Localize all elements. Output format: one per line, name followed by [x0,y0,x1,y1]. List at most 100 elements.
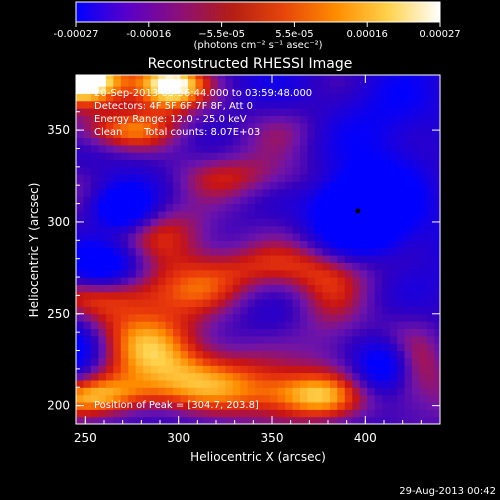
heatmap-cell [105,86,114,94]
heatmap-cell [337,372,346,381]
heatmap-cell [98,284,107,293]
heatmap-cell [404,78,413,87]
heatmap-cell [367,233,376,241]
heatmap-cell [202,255,211,263]
heatmap-cell [210,306,219,315]
heatmap-cell [120,240,129,249]
heatmap-cell [173,181,182,190]
heatmap-cell [105,409,114,418]
heatmap-cell [404,299,413,307]
heatmap-cell [255,343,264,352]
heatmap-cell [232,196,241,205]
heatmap-cell [135,328,144,337]
heatmap-cell [307,100,316,109]
heatmap-cell [135,166,144,175]
heatmap-cell [247,365,256,374]
heatmap-cell [255,78,264,87]
heatmap-cell [90,306,99,315]
heatmap-cell [180,277,189,285]
heatmap-cell [150,144,159,153]
heatmap-cell [76,130,85,138]
heatmap-cell [255,291,264,300]
heatmap-cell [255,137,264,146]
heatmap-cell [426,343,435,352]
heatmap-cell [292,394,301,403]
heatmap-cell [188,100,197,109]
heatmap-cell [426,203,435,212]
heatmap-cell [389,394,398,403]
heatmap-cell [285,203,294,212]
heatmap-cell [404,255,413,263]
heatmap-cell [367,350,376,359]
heatmap-cell [367,86,376,94]
heatmap-cell [202,240,211,249]
heatmap-cell [158,115,167,124]
heatmap-cell [202,284,211,293]
heatmap-cell [135,284,144,293]
heatmap-cell [202,269,211,278]
heatmap-cell [232,86,241,94]
footer-date: 29-Aug-2013 00:42 [399,486,496,497]
heatmap-cell [173,225,182,234]
heatmap-cell [83,357,92,366]
heatmap-cell [382,181,391,190]
heatmap-cell [322,78,331,87]
heatmap-cell [337,306,346,315]
heatmap-cell [83,394,92,403]
heatmap-cell [180,255,189,263]
heatmap-cell [337,343,346,352]
heatmap-cell [382,203,391,212]
heatmap-cell [412,372,421,381]
heatmap-cell [434,409,440,418]
heatmap-cell [255,144,264,153]
heatmap-cell [337,122,346,131]
heatmap-cell [314,387,323,396]
heatmap-cell [419,335,428,344]
heatmap-cell [76,262,85,271]
heatmap-cell [412,255,421,263]
heatmap-cell [337,277,346,285]
heatmap-cell [113,306,122,315]
heatmap-cell [232,108,241,116]
heatmap-cell [359,115,368,124]
heatmap-cell [76,321,85,329]
heatmap-cell [76,284,85,293]
heatmap-cell [285,357,294,366]
heatmap-cell [158,416,167,424]
heatmap-cell [173,137,182,146]
heatmap-cell [419,387,428,396]
heatmap-cell [277,108,286,116]
heatmap-cell [210,365,219,374]
heatmap-cell [90,166,99,175]
heatmap-cell [352,269,361,278]
heatmap-cell [158,86,167,94]
heatmap-cell [434,86,440,94]
heatmap-cell [270,122,279,131]
heatmap-cell [120,321,129,329]
heatmap-cell [113,416,122,424]
heatmap-cell [135,196,144,205]
heatmap-cell [232,299,241,307]
heatmap-cell [404,100,413,109]
heatmap-cell [128,409,137,418]
heatmap-cell [120,416,129,424]
heatmap-cell [374,210,383,219]
heatmap-cell [90,357,99,366]
heatmap-cell [389,372,398,381]
heatmap-cell [180,372,189,381]
heatmap-cell [165,108,174,116]
heatmap-cell [412,75,421,80]
heatmap-cell [135,313,144,322]
heatmap-cell [367,365,376,374]
heatmap-cell [300,218,309,227]
heatmap-cell [285,75,294,80]
heatmap-cell [247,86,256,94]
heatmap-cell [247,159,256,168]
heatmap-cell [98,159,107,168]
heatmap-cell [337,262,346,271]
heatmap-cell [180,328,189,337]
heatmap-cell [90,291,99,300]
heatmap-cell [90,100,99,109]
heatmap-cell [217,188,226,197]
heatmap-cell [374,306,383,315]
